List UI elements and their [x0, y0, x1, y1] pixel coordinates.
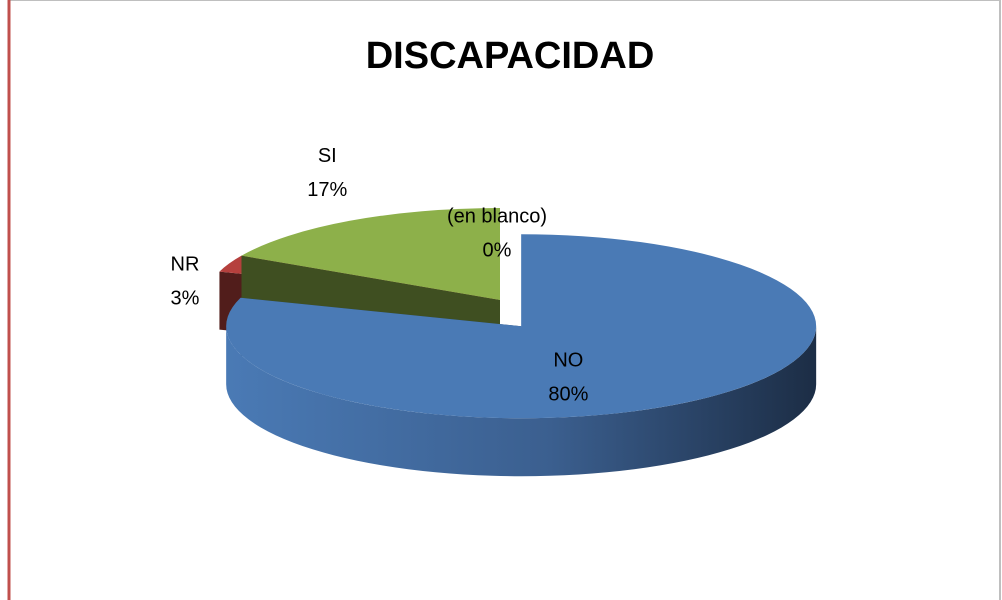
data-label-name: NO — [553, 350, 583, 372]
data-label-name: SI — [318, 145, 337, 167]
slice — [241, 208, 500, 300]
chart-title: DISCAPACIDAD — [366, 35, 655, 77]
slice-group — [226, 234, 817, 477]
data-labels: NO 80% NR 3% SI 17% (en blanco) 0% — [171, 145, 589, 406]
data-label-value: 3% — [171, 287, 200, 309]
data-label-value: 0% — [483, 239, 512, 261]
data-label-value: 17% — [307, 179, 347, 201]
data-label-name: NR — [171, 253, 200, 275]
slice-side — [226, 326, 817, 477]
data-label-value: 80% — [548, 384, 588, 406]
pie — [219, 208, 817, 477]
slice — [226, 234, 817, 419]
data-label-name: (en blanco) — [447, 205, 547, 227]
